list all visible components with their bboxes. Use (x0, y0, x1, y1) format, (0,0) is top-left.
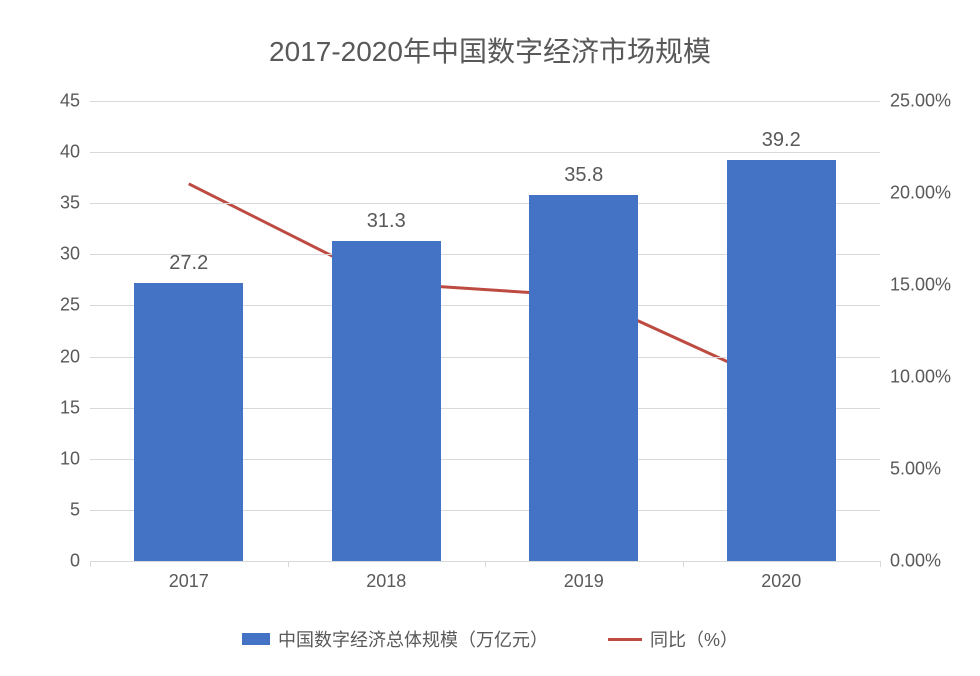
bar (134, 283, 243, 561)
bar (529, 195, 638, 561)
y1-axis-tick: 15 (60, 397, 90, 418)
y1-axis-tick: 5 (70, 499, 90, 520)
legend-label-bars: 中国数字经济总体规模（万亿元） (278, 626, 548, 652)
bar (727, 160, 836, 561)
y1-axis-tick: 20 (60, 346, 90, 367)
bar-value-label: 27.2 (169, 252, 208, 283)
bar-value-label: 39.2 (762, 129, 801, 160)
bar (332, 241, 441, 561)
y1-axis-tick: 40 (60, 142, 90, 163)
legend-item-line: 同比（%） (608, 626, 738, 652)
y2-axis-tick: 15.00% (880, 275, 951, 296)
y1-axis-tick: 35 (60, 193, 90, 214)
x-tick-mark (485, 561, 486, 567)
bar-value-label: 31.3 (367, 210, 406, 241)
x-axis-tick: 2020 (761, 561, 801, 592)
x-axis-tick: 2018 (366, 561, 406, 592)
y2-axis-tick: 10.00% (880, 367, 951, 388)
gridline (90, 101, 880, 102)
legend-item-bars: 中国数字经济总体规模（万亿元） (242, 626, 548, 652)
y1-axis-tick: 30 (60, 244, 90, 265)
x-axis-tick: 2019 (564, 561, 604, 592)
x-tick-mark (880, 561, 881, 567)
x-tick-mark (683, 561, 684, 567)
y2-axis-tick: 20.00% (880, 183, 951, 204)
x-tick-mark (90, 561, 91, 567)
legend: 中国数字经济总体规模（万亿元） 同比（%） (0, 626, 980, 652)
bar-value-label: 35.8 (564, 164, 603, 195)
x-axis-tick: 2017 (169, 561, 209, 592)
y2-axis-tick: 25.00% (880, 91, 951, 112)
x-tick-mark (288, 561, 289, 567)
y2-axis-tick: 0.00% (880, 551, 941, 572)
y1-axis-tick: 45 (60, 91, 90, 112)
y2-axis-tick: 5.00% (880, 459, 941, 480)
y1-axis-tick: 0 (70, 551, 90, 572)
chart-title: 2017-2020年中国数字经济市场规模 (0, 30, 980, 70)
y1-axis-tick: 25 (60, 295, 90, 316)
legend-label-line: 同比（%） (650, 626, 738, 652)
legend-swatch-bar-icon (242, 633, 270, 645)
y1-axis-tick: 10 (60, 448, 90, 469)
chart-container: 2017-2020年中国数字经济市场规模 0510152025303540450… (0, 0, 980, 676)
plot-area: 0510152025303540450.00%5.00%10.00%15.00%… (90, 100, 880, 561)
legend-swatch-line-icon (608, 638, 642, 641)
